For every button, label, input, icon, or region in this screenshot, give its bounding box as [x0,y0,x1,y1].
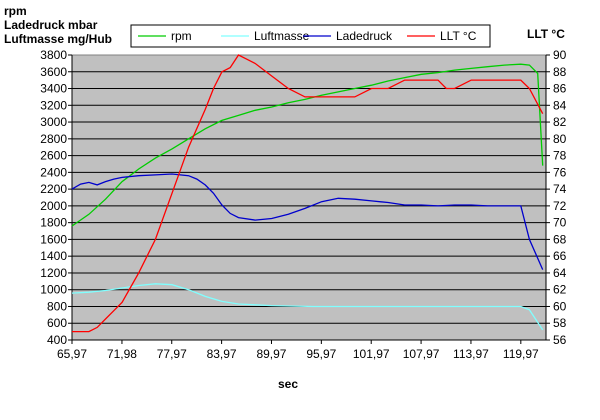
y-tick-label: 3800 [40,48,67,62]
y2-tick-label: 80 [553,132,567,146]
x-axis-title: sec [278,377,298,391]
right-axis-title: LLT °C [527,27,565,41]
y-tick-label: 1400 [40,249,67,263]
y2-tick-label: 60 [553,299,567,313]
y2-tick-label: 68 [553,232,567,246]
y-tick-label: 1200 [40,266,67,280]
y-tick-label: 1000 [40,283,67,297]
y2-tick-label: 76 [553,165,567,179]
x-tick-label: 83,97 [207,347,237,361]
y2-tick-label: 82 [553,115,567,129]
y2-tick-label: 62 [553,283,567,297]
y-tick-label: 3600 [40,65,67,79]
y2-tick-label: 86 [553,82,567,96]
plot-area: 400 600 800 1000 1200 1400 1600 1800 2000 2200 240… [40,48,566,361]
y2-tick-label: 74 [553,182,567,196]
legend: rpm Luftmasse Ladedruck LLT °C [130,24,491,48]
y2-tick-label: 88 [553,65,567,79]
left-axis-title-line-1: rpm [4,4,27,18]
y-tick-label: 400 [47,333,67,347]
legend-label-rpm: rpm [171,29,192,43]
x-tick-label: 89,97 [256,347,286,361]
y-tick-label: 2400 [40,165,67,179]
y2-tick-label: 70 [553,216,567,230]
legend-label-ladedruck: Ladedruck [336,29,393,43]
x-tick-label: 71,98 [107,347,137,361]
y2-tick-label: 84 [553,98,567,112]
y-tick-label: 600 [47,316,67,330]
left-axis-title-line-3: Luftmasse mg/Hub [4,32,112,46]
y2-tick-label: 58 [553,316,567,330]
y-tick-label: 1600 [40,232,67,246]
y2-tick-label: 90 [553,48,567,62]
x-tick-label: 107,97 [403,347,440,361]
x-tick-label: 113,97 [453,347,489,361]
y2-tick-label: 72 [553,199,567,213]
left-axis-title-line-2: Ladedruck mbar [4,18,98,32]
x-tick-label: 101,97 [353,347,390,361]
y-tick-label: 3000 [40,115,67,129]
y-tick-label: 800 [47,299,67,313]
y-tick-label: 3200 [40,98,67,112]
legend-label-luftmasse: Luftmasse [254,29,310,43]
series-line-ladedruck [71,173,544,270]
y2-tick-label: 56 [553,333,567,347]
plot-background [71,54,547,341]
y2-tick-label: 66 [553,249,567,263]
x-tick-label: 95,97 [306,347,336,361]
y-tick-label: 2000 [40,199,67,213]
y2-tick-label: 78 [553,149,567,163]
y-tick-label: 1800 [40,216,67,230]
series-line-rpm [71,63,544,227]
series-line-luftmasse [71,283,544,331]
x-tick-label: 77,97 [157,347,187,361]
x-tick-label: 65,97 [57,347,87,361]
y-tick-label: 3400 [40,82,67,96]
x-tick-label: 119,97 [503,347,539,361]
y-tick-label: 2800 [40,132,67,146]
y-tick-label: 2600 [40,149,67,163]
y2-tick-label: 64 [553,266,567,280]
y-tick-label: 2200 [40,182,67,196]
series-line-llt-c [72,54,544,333]
legend-label-llt-c: LLT °C [440,29,477,43]
